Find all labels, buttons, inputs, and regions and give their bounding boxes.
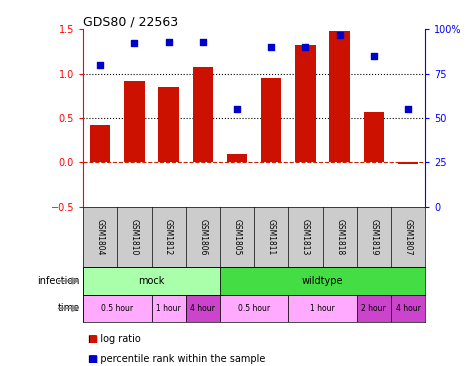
Point: [199, 39, 207, 45]
Point: [370, 53, 378, 59]
Text: GSM1810: GSM1810: [130, 219, 139, 255]
Bar: [90, 125, 111, 163]
Bar: [83, 267, 220, 295]
Text: GSM1805: GSM1805: [233, 219, 241, 255]
Text: GSM1811: GSM1811: [267, 219, 276, 255]
Text: wildtype: wildtype: [302, 276, 343, 286]
Text: 0.5 hour: 0.5 hour: [101, 304, 133, 313]
Text: 1 hour: 1 hour: [310, 304, 335, 313]
Bar: [391, 295, 425, 322]
Text: 1 hour: 1 hour: [156, 304, 181, 313]
Bar: [220, 295, 288, 322]
Point: [302, 44, 309, 50]
Bar: [363, 112, 384, 163]
Text: mock: mock: [138, 276, 165, 286]
Bar: [158, 87, 179, 163]
Text: GSM1804: GSM1804: [96, 219, 104, 255]
Point: [336, 32, 343, 38]
Text: GDS80 / 22563: GDS80 / 22563: [83, 15, 178, 28]
Bar: [186, 295, 220, 322]
Bar: [192, 67, 213, 163]
Text: infection: infection: [37, 276, 80, 286]
Point: [165, 39, 172, 45]
Text: 4 hour: 4 hour: [190, 304, 215, 313]
Point: [131, 41, 138, 46]
Bar: [357, 295, 391, 322]
Bar: [398, 163, 418, 164]
Text: time: time: [57, 303, 80, 313]
Text: GSM1806: GSM1806: [199, 219, 207, 255]
Bar: [83, 295, 152, 322]
Text: GSM1807: GSM1807: [404, 219, 412, 255]
Bar: [288, 295, 357, 322]
Text: GSM1819: GSM1819: [370, 219, 378, 255]
Text: 4 hour: 4 hour: [396, 304, 420, 313]
Text: 0.5 hour: 0.5 hour: [238, 304, 270, 313]
Point: [404, 106, 412, 112]
Text: GSM1812: GSM1812: [164, 219, 173, 255]
Text: ■ log ratio: ■ log ratio: [88, 334, 141, 344]
Point: [96, 62, 104, 68]
Text: GSM1813: GSM1813: [301, 219, 310, 255]
Bar: [152, 295, 186, 322]
Bar: [329, 31, 350, 163]
Bar: [220, 267, 425, 295]
Bar: [227, 154, 247, 163]
Point: [233, 106, 241, 112]
Text: ■: ■: [88, 354, 97, 364]
Text: ■: ■: [88, 334, 97, 344]
Point: [267, 44, 275, 50]
Text: ■ percentile rank within the sample: ■ percentile rank within the sample: [88, 354, 265, 364]
Text: 2 hour: 2 hour: [361, 304, 386, 313]
Text: GSM1818: GSM1818: [335, 219, 344, 255]
Bar: [295, 45, 316, 163]
Bar: [124, 81, 145, 163]
Bar: [261, 78, 282, 163]
